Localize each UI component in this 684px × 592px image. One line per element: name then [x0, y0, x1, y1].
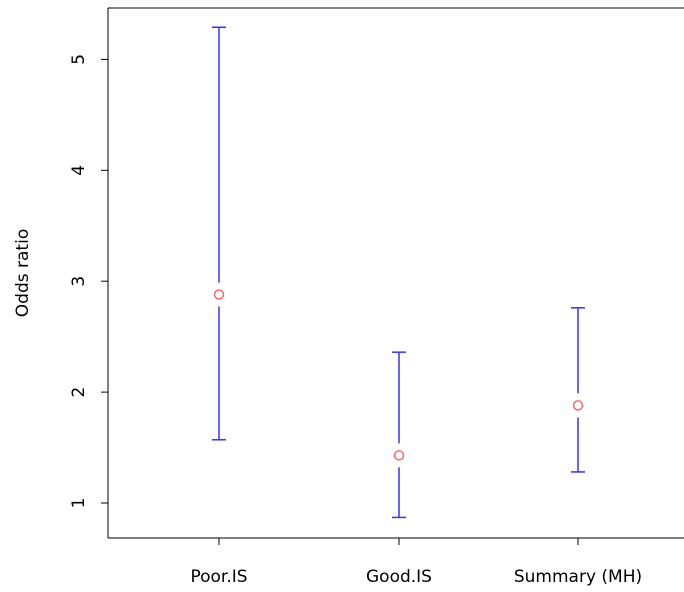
y-tick-label: 3 [69, 276, 89, 287]
error-bars [212, 26, 585, 519]
plot-box [107, 7, 684, 539]
y-tick-label: 5 [69, 54, 89, 65]
x-tick-label: Poor.IS [190, 567, 247, 587]
estimate-point [572, 400, 584, 411]
y-tick-label: 4 [69, 165, 89, 176]
x-tick-label: Summary (MH) [514, 567, 642, 587]
y-axis-label: Odds ratio [13, 229, 33, 317]
estimate-point [213, 289, 225, 300]
y-axis: 1 2 3 4 5 [69, 54, 108, 508]
x-axis: Poor.IS Good.IS Summary (MH) [190, 538, 642, 587]
y-tick-label: 2 [69, 387, 89, 398]
y-tick-label: 1 [69, 498, 89, 509]
estimate-point [393, 450, 405, 461]
x-tick-label: Good.IS [366, 567, 432, 587]
estimate-points [213, 289, 584, 461]
